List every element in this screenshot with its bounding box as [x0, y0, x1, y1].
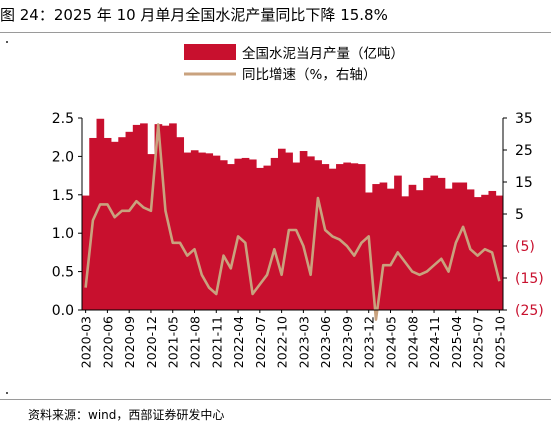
x-tick-label: 2020-09: [122, 316, 137, 368]
bar: [372, 184, 380, 310]
corner-mark: [6, 392, 8, 394]
source-divider: [0, 399, 551, 400]
bar: [343, 162, 351, 310]
bar: [125, 131, 134, 310]
cement-output-chart: 0.0 0.5 1.0 1.5 2.0 2.5 35 25 15 5 (5) (15) (25) 2020…: [52, 44, 544, 368]
x-tick-label: 2022-07: [253, 316, 268, 368]
legend-label-growth: 同比增速（%，右轴）: [242, 67, 376, 83]
bar: [408, 184, 417, 310]
bar: [111, 141, 119, 310]
x-tick-label: 2020-03: [79, 316, 94, 368]
y-right-tick-label: 5: [515, 207, 524, 223]
bar: [292, 162, 301, 310]
y-right-tick-label: (15): [515, 271, 544, 287]
bar: [270, 157, 279, 310]
bar: [488, 190, 497, 310]
x-tick-label: 2020-06: [100, 316, 115, 368]
bar: [386, 188, 395, 310]
x-tick-label: 2021-05: [166, 316, 181, 368]
bar: [241, 157, 250, 310]
x-tick-label: 2025-04: [449, 316, 464, 368]
bar: [481, 194, 489, 310]
bar: [198, 152, 206, 310]
bar: [437, 177, 446, 310]
y-left-tick-label: 0.5: [52, 265, 74, 281]
title-divider: [0, 32, 551, 33]
bar: [103, 137, 112, 310]
y-right-tick-label: (5): [515, 239, 535, 255]
growth-line: [84, 123, 501, 321]
y-right-tick-label: 15: [515, 175, 533, 191]
bar: [263, 165, 272, 310]
bar: [307, 156, 315, 310]
bar: [495, 195, 504, 310]
bar: [219, 160, 228, 310]
y-right-tick-label: 25: [515, 143, 533, 159]
x-tick-label: 2021-08: [188, 316, 203, 368]
x-tick-label: 2025-07: [471, 316, 486, 368]
x-tick-label: 2023-03: [296, 316, 311, 368]
y-left-tick-label: 1.5: [52, 188, 74, 204]
bar: [190, 150, 199, 310]
bar: [321, 164, 330, 310]
bar: [227, 164, 235, 310]
bar: [234, 158, 243, 310]
bar: [459, 182, 468, 310]
bar: [444, 188, 453, 310]
bar: [161, 125, 170, 311]
bar: [423, 177, 431, 310]
bar: [132, 124, 141, 310]
bar: [473, 197, 482, 310]
bar: [401, 196, 410, 310]
corner-mark: [6, 41, 8, 43]
x-tick-label: 2025-10: [492, 316, 507, 368]
bar: [299, 151, 308, 310]
y-left-tick-label: 2.0: [52, 149, 74, 165]
legend-label-output: 全国水泥当月产量（亿吨）: [242, 45, 404, 62]
bar: [350, 163, 359, 310]
bar: [357, 164, 366, 310]
bar: [277, 148, 286, 310]
x-tick-label: 2024-11: [427, 316, 442, 368]
bar: [430, 175, 439, 310]
y-right-tick-label: (25): [515, 303, 544, 319]
bar: [82, 195, 90, 310]
bar: [248, 159, 257, 310]
legend-swatch-bar: [184, 44, 236, 60]
x-tick-label: 2020-12: [144, 316, 159, 368]
x-tick-label: 2024-08: [405, 316, 420, 368]
bar: [118, 137, 126, 310]
x-tick-label: 2022-04: [231, 316, 246, 368]
y-left-tick-label: 2.5: [52, 111, 74, 127]
bar: [328, 168, 337, 310]
x-tick-label: 2023-06: [318, 316, 333, 368]
x-tick-label: 2021-11: [209, 316, 224, 368]
bar: [394, 175, 402, 310]
figure-title: 图 24：2025 年 10 月单月全国水泥产量同比下降 15.8%: [0, 6, 388, 24]
bar: [96, 118, 105, 311]
x-tick-label: 2023-12: [362, 316, 377, 368]
bar: [169, 123, 177, 310]
source-note: 资料来源：wind，西部证券研发中心: [28, 408, 225, 422]
x-tick-label: 2024-05: [383, 316, 398, 368]
bar: [415, 190, 424, 310]
y-left-tick-label: 1.0: [52, 226, 74, 242]
x-tick-label: 2023-09: [340, 316, 355, 368]
bar: [212, 155, 221, 310]
bar: [140, 123, 148, 310]
bar: [379, 182, 388, 310]
x-tick-label: 2022-10: [275, 316, 290, 368]
bar: [256, 167, 264, 310]
bar: [183, 152, 192, 310]
bar: [205, 153, 214, 310]
y-left-tick-label: 0.0: [52, 303, 74, 319]
y-right-tick-label: 35: [515, 111, 533, 127]
bar: [314, 160, 322, 310]
bar: [154, 124, 163, 310]
bar: [336, 164, 344, 310]
bar: [176, 137, 185, 310]
bar: [147, 154, 155, 310]
